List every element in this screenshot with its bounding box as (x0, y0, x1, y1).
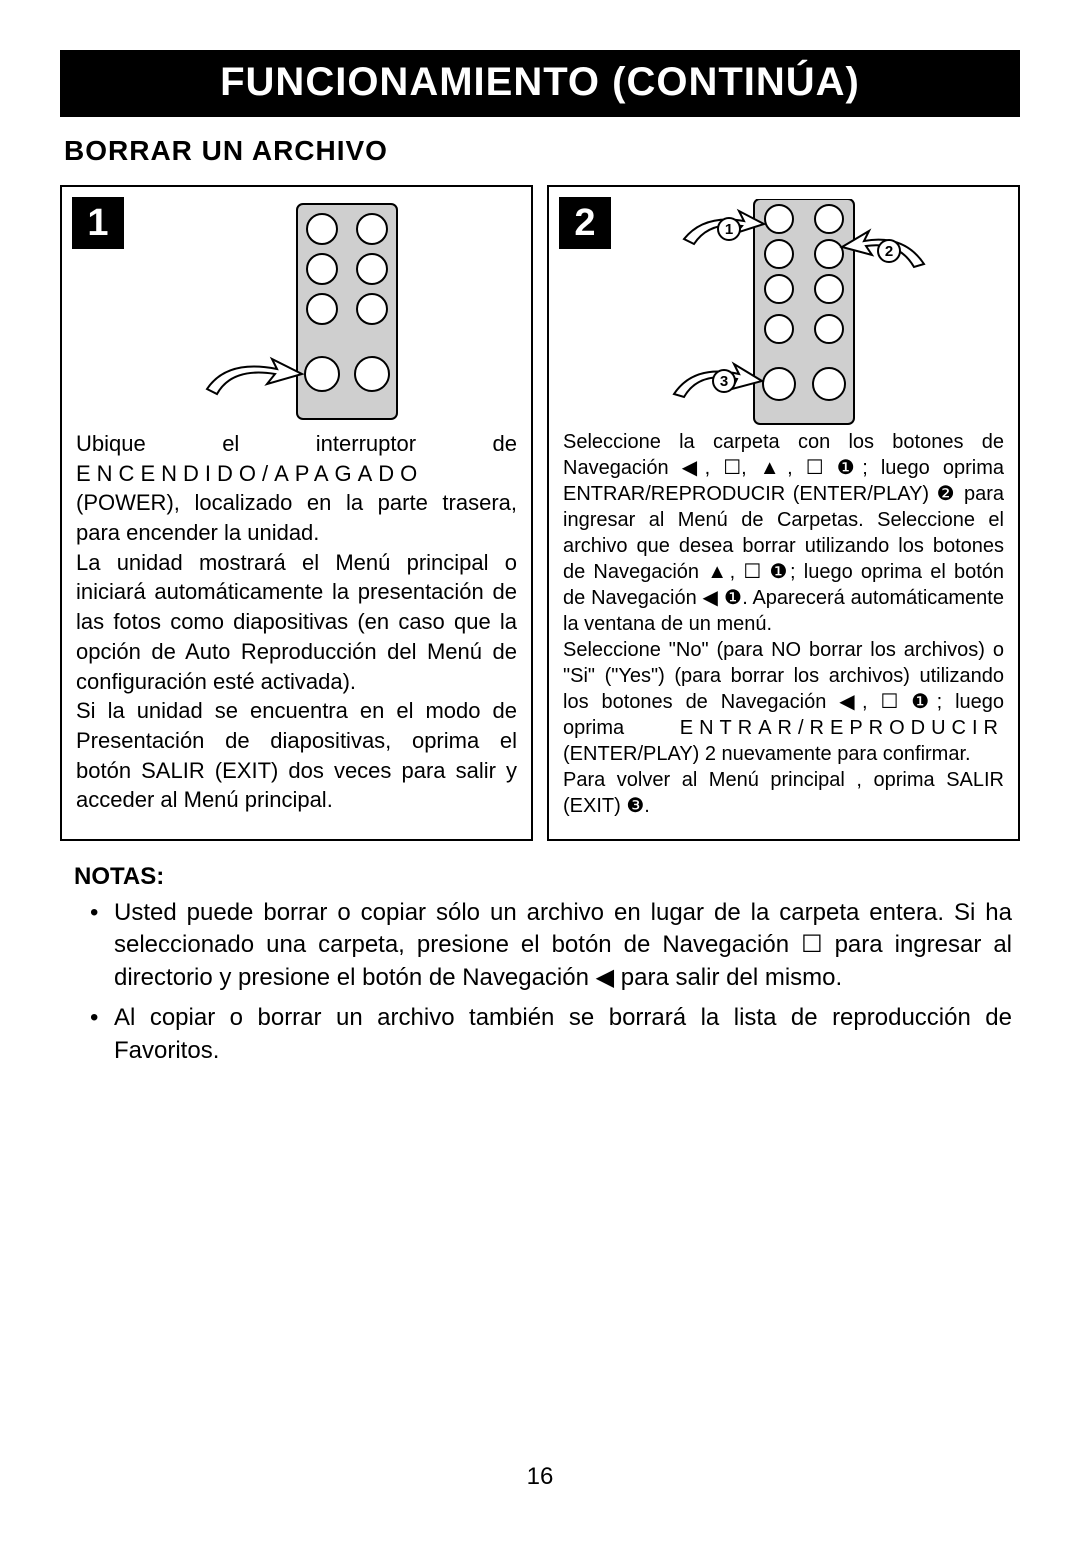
step-panels-row: 1 Ubique el interruptor de ENCENDIDO/APA… (60, 185, 1020, 841)
step-2-text: Seleccione la carpeta con los botones de… (563, 429, 1004, 819)
notes-heading: NOTAS: (74, 863, 1020, 891)
remote-illustration-1 (76, 199, 517, 429)
step-1-text: Ubique el interruptor de ENCENDIDO/APAGA… (76, 429, 517, 815)
svg-text:2: 2 (884, 243, 892, 260)
section-subtitle: BORRAR UN ARCHIVO (64, 135, 1020, 167)
note-item: Usted puede borrar o copiar sólo un arch… (90, 897, 1012, 994)
svg-text:1: 1 (724, 221, 732, 238)
section-title: FUNCIONAMIENTO (CONTINÚA) (60, 50, 1020, 117)
remote-icon (187, 199, 407, 429)
step-panel-2: 2 1 (547, 185, 1020, 841)
svg-text:3: 3 (719, 373, 727, 390)
page-number: 16 (0, 1463, 1080, 1491)
step-panel-1: 1 Ubique el interruptor de ENCENDIDO/APA… (60, 185, 533, 841)
note-item: Al copiar o borrar un archivo también se… (90, 1002, 1012, 1067)
notes-list: Usted puede borrar o copiar sólo un arch… (60, 897, 1020, 1067)
remote-icon: 1 2 3 (624, 199, 944, 429)
remote-illustration-2: 1 2 3 (563, 199, 1004, 429)
